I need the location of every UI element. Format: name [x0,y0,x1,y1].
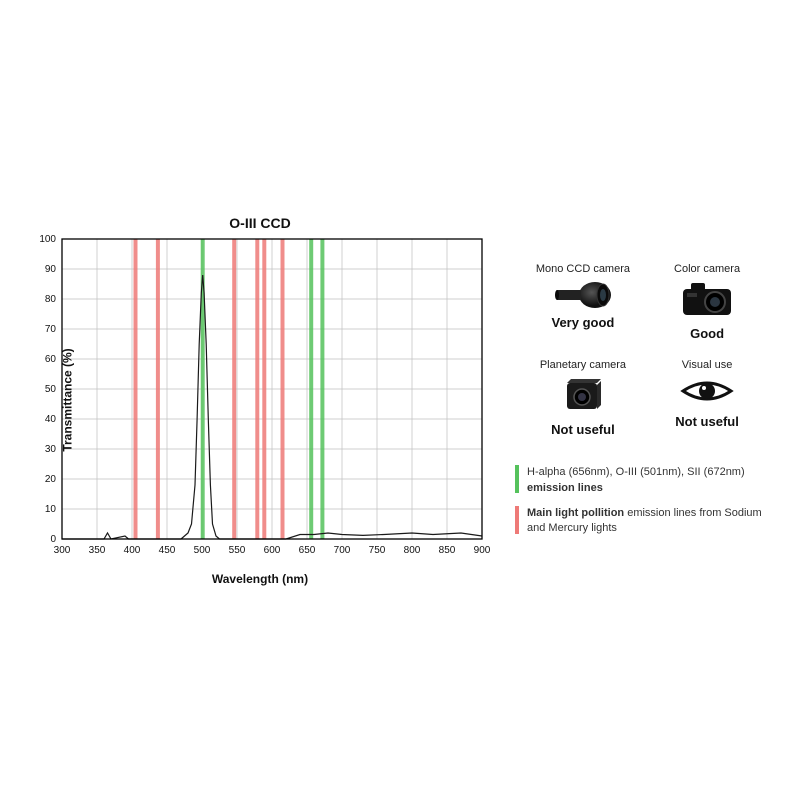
svg-text:20: 20 [45,474,57,485]
svg-text:100: 100 [39,234,56,245]
suitability-cell: Visual use Not useful [660,359,754,437]
svg-text:300: 300 [54,545,71,556]
transmittance-chart: 0 10 20 30 40 50 60 70 80 90 100 300 350 400 450 500 550… [20,233,492,563]
cube-cam-icon [561,375,605,418]
legend-emission-text: H-alpha (656nm), O-III (501nm), SII (672… [527,466,745,478]
suitability-grid: Mono CCD camera Very good Color camera Good… [536,263,754,437]
svg-text:80: 80 [45,294,57,305]
svg-text:50: 50 [45,384,57,395]
svg-text:650: 650 [299,545,316,556]
cell-top-label: Planetary camera [540,359,626,371]
svg-text:900: 900 [474,545,491,556]
legend-emission: H-alpha (656nm), O-III (501nm), SII (672… [515,465,775,496]
svg-text:850: 850 [439,545,456,556]
chart-title: O-III CCD [20,215,500,231]
svg-text:30: 30 [45,444,57,455]
x-axis-label: Wavelength (nm) [20,572,500,586]
legend-pollution-bold: Main light pollition [527,507,624,519]
legend-pollution: Main light pollition emission lines from… [515,506,775,537]
cell-rating: Very good [552,315,615,330]
suitability-cell: Planetary camera Not useful [536,359,630,437]
suitability-cell: Mono CCD camera Very good [536,263,630,341]
y-axis-label: Transmittance (%) [61,348,75,451]
svg-text:40: 40 [45,414,57,425]
svg-text:60: 60 [45,354,57,365]
cell-top-label: Color camera [674,263,740,275]
svg-text:90: 90 [45,264,57,275]
svg-text:70: 70 [45,324,57,335]
cell-top-label: Mono CCD camera [536,263,630,275]
eye-icon [679,375,735,410]
cell-rating: Not useful [551,422,615,437]
cell-rating: Good [690,326,724,341]
svg-text:800: 800 [404,545,421,556]
svg-text:600: 600 [264,545,281,556]
svg-text:500: 500 [194,545,211,556]
svg-text:400: 400 [124,545,141,556]
svg-text:750: 750 [369,545,386,556]
svg-text:450: 450 [159,545,176,556]
mono-ccd-icon [551,279,615,311]
svg-text:550: 550 [229,545,246,556]
svg-text:10: 10 [45,504,57,515]
cell-rating: Not useful [675,414,739,429]
svg-text:700: 700 [334,545,351,556]
dslr-icon [679,279,735,322]
cell-top-label: Visual use [682,359,733,371]
legend-emission-bold: emission lines [527,482,603,494]
svg-text:0: 0 [50,534,56,545]
svg-text:350: 350 [89,545,106,556]
suitability-cell: Color camera Good [660,263,754,341]
